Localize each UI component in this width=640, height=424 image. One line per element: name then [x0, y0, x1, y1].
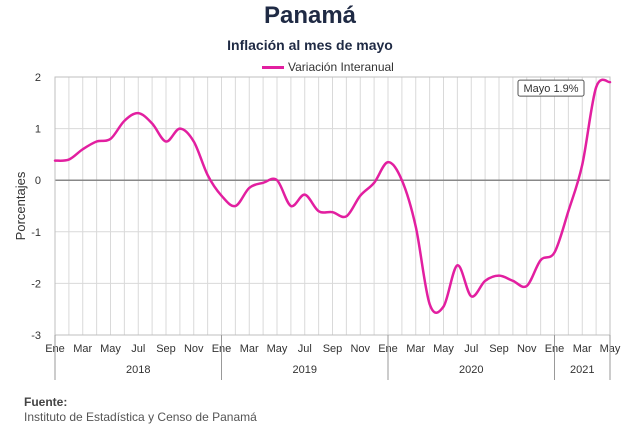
x-year-label: 2020 [459, 364, 483, 376]
plot-border [54, 76, 611, 336]
y-tick-label: 0 [35, 175, 41, 187]
x-tick-label: Nov [350, 343, 370, 355]
x-tick-label: Jul [131, 343, 145, 355]
y-tick-label: -2 [31, 278, 41, 290]
x-tick-label: Mar [406, 343, 425, 355]
x-tick-label: Nov [184, 343, 204, 355]
x-tick-label: Jul [464, 343, 478, 355]
x-year-label: 2018 [126, 364, 150, 376]
legend-label: Variación Interanual [288, 60, 394, 74]
x-tick-label: Sep [323, 343, 343, 355]
series-line-variacion-interanual [53, 78, 612, 314]
x-tick-label: May [433, 343, 454, 355]
annotation-box [517, 79, 585, 97]
x-year-label: 2021 [570, 364, 594, 376]
legend: Variación Interanual [262, 60, 394, 74]
x-tick-label: Sep [156, 343, 176, 355]
grid [54, 76, 611, 336]
x-tick-label: Mar [573, 343, 592, 355]
x-year-label: 2019 [293, 364, 317, 376]
y-tick-label: 1 [35, 124, 41, 136]
x-tick-label: May [267, 343, 288, 355]
annotation-label: Mayo 1.9% [523, 83, 578, 95]
source-label: Fuente: [24, 395, 68, 409]
x-tick-label: Mar [73, 343, 92, 355]
x-tick-label: May [100, 343, 121, 355]
y-tick-label: -3 [31, 330, 41, 342]
page-title: Panamá [263, 2, 357, 29]
x-tick-label: Mar [240, 343, 259, 355]
source-text: Instituto de Estadística y Censo de Pana… [24, 410, 257, 424]
x-tick-label: Nov [517, 343, 537, 355]
y-axis-label: Porcentajes [13, 171, 28, 240]
y-tick-label: -1 [31, 227, 41, 239]
chart-subtitle: Inflación al mes de mayo [227, 37, 393, 53]
y-tick-label: 2 [35, 72, 41, 84]
x-tick-label: Jul [298, 343, 312, 355]
x-tick-label: Sep [489, 343, 509, 355]
legend-swatch [262, 65, 284, 69]
annotation: Mayo 1.9% [517, 79, 585, 97]
